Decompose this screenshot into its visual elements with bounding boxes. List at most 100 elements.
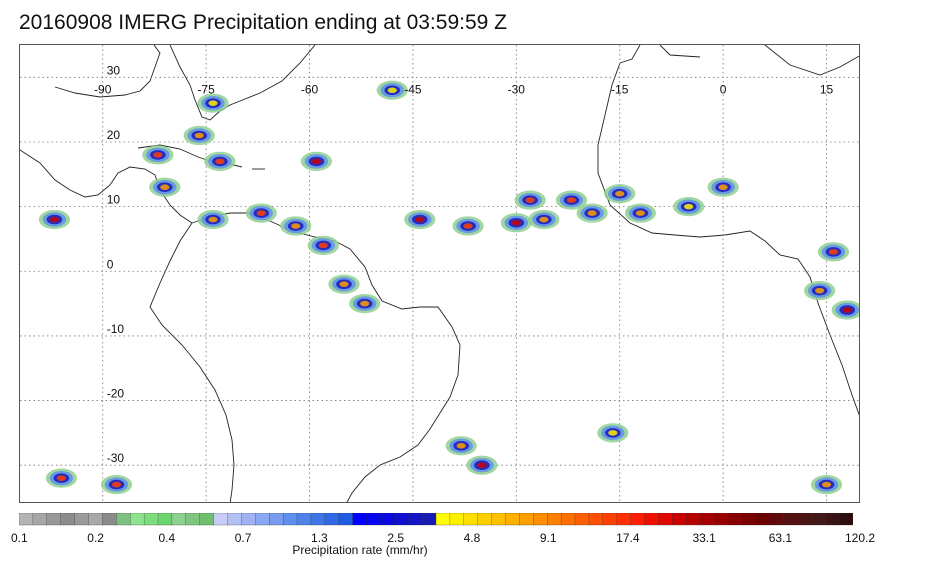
colorbar-swatch: [32, 513, 48, 526]
longitude-label: -45: [404, 82, 422, 96]
precip-cell: [635, 210, 645, 216]
colorbar-tick-label: 63.1: [768, 531, 793, 545]
precip-cell: [160, 184, 170, 191]
colorbar-swatch: [241, 513, 256, 526]
colorbar-swatch: [755, 513, 771, 526]
colorbar-swatch: [838, 513, 853, 526]
precip-cell: [842, 307, 852, 313]
colorbar-swatch: [769, 513, 785, 526]
coast-south-america-west: [149, 222, 235, 502]
precip-cell: [615, 190, 625, 197]
colorbar-swatch: [741, 513, 757, 526]
colorbar-swatch: [477, 513, 493, 526]
coast-mexico: [20, 149, 193, 224]
map-title: 20160908 IMERG Precipitation ending at 0…: [19, 11, 507, 34]
colorbar-tick-label: 0.7: [234, 531, 252, 545]
latitude-label: -30: [107, 451, 125, 465]
colorbar-tick-label: 120.2: [845, 531, 876, 545]
precip-cell: [194, 132, 204, 139]
colorbar-swatch: [699, 513, 715, 526]
colorbar-swatch: [421, 513, 437, 526]
longitude-label: 15: [820, 82, 834, 96]
precip-cell: [539, 216, 549, 223]
precip-cell: [56, 475, 66, 481]
precip-cell: [456, 443, 466, 449]
colorbar-tick-label: 17.4: [616, 531, 640, 545]
precip-cell: [215, 158, 225, 165]
latitude-label: -20: [107, 387, 125, 401]
colorbar-swatch: [185, 513, 201, 526]
precip-cell: [360, 300, 370, 307]
colorbar-swatch: [227, 513, 243, 526]
colorbar-tick-label: 0.4: [158, 531, 176, 545]
coast-africa: [597, 62, 859, 416]
colorbar-swatch: [686, 513, 701, 526]
colorbar-swatch: [74, 513, 90, 526]
colorbar-swatch: [269, 513, 284, 526]
precip-cell: [718, 184, 728, 191]
coast-iberia: [659, 45, 701, 58]
colorbar-swatch: [463, 513, 479, 526]
map-canvas: -90 -75 -60 -45 -30 -15 0 15 30 20 10 0 -10 -20 -30: [20, 45, 859, 502]
colorbar-swatch: [811, 513, 826, 526]
precip-cell: [821, 481, 832, 488]
colorbar-swatch: [672, 513, 687, 526]
colorbar-swatch: [797, 513, 812, 526]
precip-cell: [311, 158, 321, 165]
colorbar-swatch: [282, 513, 298, 526]
latitude-label: 0: [107, 257, 114, 271]
colorbar-swatch: [547, 513, 562, 526]
precip-cell: [153, 152, 163, 158]
precip-cell: [477, 462, 487, 469]
colorbar-swatch: [171, 513, 187, 526]
colorbar-swatch: [130, 513, 145, 526]
colorbar-swatch: [713, 513, 729, 526]
precip-cell: [525, 197, 535, 203]
precip-cell: [111, 481, 122, 488]
colorbar-swatch: [46, 513, 62, 526]
precip-cell: [387, 87, 397, 94]
latitude-label: 30: [107, 63, 121, 77]
colorbar-swatch: [491, 513, 507, 526]
colorbar-swatch: [366, 513, 382, 526]
colorbar-swatch: [338, 513, 354, 526]
precip-cell: [291, 223, 301, 229]
precip-cell: [49, 216, 60, 223]
longitude-label: -30: [508, 82, 526, 96]
colorbar-tick-label: 1.3: [311, 531, 328, 545]
coast-europe: [619, 45, 859, 76]
colorbar-swatch: [102, 513, 117, 526]
colorbar-swatch: [644, 513, 660, 526]
precip-cell: [256, 210, 266, 216]
colorbar-swatch: [380, 513, 395, 526]
colorbar-swatch: [157, 513, 173, 526]
precipitation-cells: [38, 80, 859, 495]
colorbar-swatch: [310, 513, 326, 526]
latitude-label: 10: [107, 193, 121, 207]
colorbar-swatch: [505, 513, 521, 526]
longitude-label: -60: [301, 82, 319, 96]
colorbar-swatch: [588, 513, 604, 526]
colorbar-swatch: [630, 513, 646, 526]
colorbar-swatch: [394, 513, 409, 526]
colorbar-tick-label: 0.1: [11, 531, 28, 545]
longitude-label: -15: [611, 82, 629, 96]
precipitation-map: -90 -75 -60 -45 -30 -15 0 15 30 20 10 0 -10 -20 -30: [19, 44, 860, 503]
colorbar: [19, 513, 853, 526]
coastlines: [20, 45, 859, 502]
colorbar-swatch: [19, 513, 34, 526]
colorbar-swatch: [519, 513, 534, 526]
colorbar-swatch: [533, 513, 548, 526]
colorbar-swatch: [199, 513, 215, 526]
colorbar-swatch: [727, 513, 743, 526]
colorbar-swatch: [296, 513, 312, 526]
precip-cell: [566, 197, 577, 203]
precip-cell: [415, 216, 425, 223]
colorbar-swatch: [560, 513, 576, 526]
colorbar-swatch: [116, 513, 131, 526]
colorbar-swatch: [825, 513, 840, 526]
precip-cell: [587, 210, 597, 216]
precip-cell: [318, 242, 328, 249]
colorbar-swatch: [143, 513, 159, 526]
colorbar-title: Precipitation rate (mm/hr): [292, 543, 428, 557]
